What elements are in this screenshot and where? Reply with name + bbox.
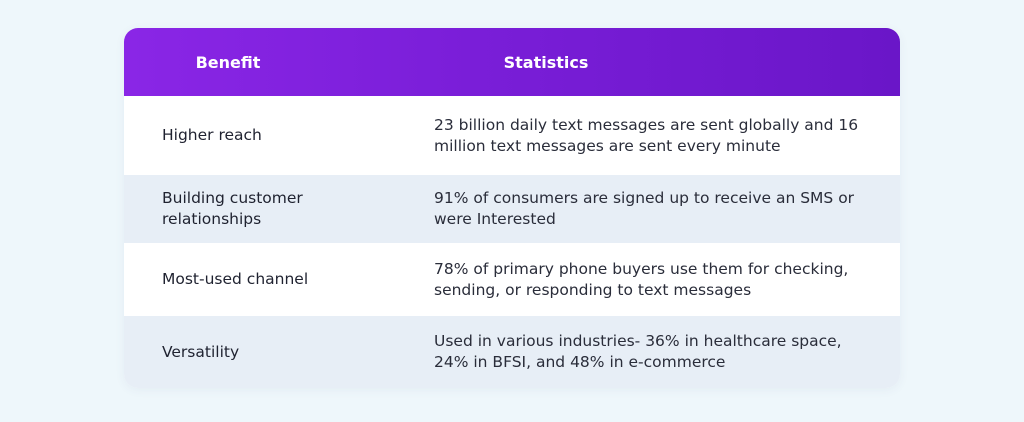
benefit-cell: Higher reach [162, 126, 262, 144]
statistics-cell: Used in various industries- 36% in healt… [434, 332, 842, 371]
benefits-statistics-table: Benefit Statistics Higher reach 23 billi… [124, 28, 900, 388]
table-row: Versatility Used in various industries- … [124, 316, 900, 388]
statistics-cell: 23 billion daily text messages are sent … [434, 115, 859, 155]
header-statistics: Statistics [503, 52, 589, 72]
statistics-cell: 78% of primary phone buyers use them for… [434, 259, 849, 299]
benefit-cell: Building customer relationships [162, 189, 303, 228]
benefit-cell: Most-used channel [162, 270, 309, 288]
header-benefit: Benefit [195, 52, 261, 72]
statistics-cell: 91% of consumers are signed up to receiv… [434, 189, 855, 228]
table-row: Most-used channel 78% of primary phone b… [124, 243, 900, 316]
table-header: Benefit Statistics [124, 28, 900, 96]
table-row: Building customer relationships 91% of c… [124, 175, 900, 243]
benefit-cell: Versatility [162, 342, 240, 361]
table-row: Higher reach 23 billion daily text messa… [124, 96, 900, 175]
